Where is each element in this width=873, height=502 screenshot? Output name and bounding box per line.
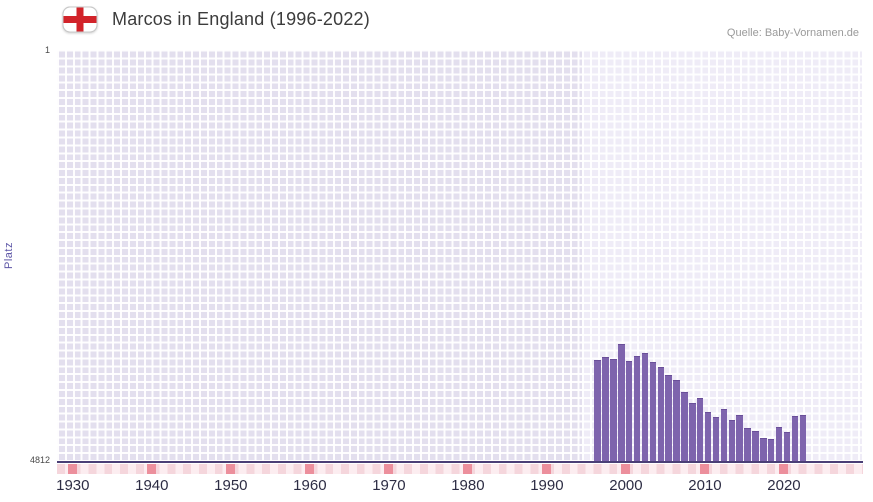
bar-2007[interactable] — [681, 392, 688, 462]
england-flag-icon — [62, 6, 98, 33]
page-title: Marcos in England (1996-2022) — [112, 9, 370, 29]
decade-marker-1950 — [226, 464, 236, 474]
bar-2002[interactable] — [641, 353, 649, 462]
axis-strip — [57, 464, 863, 474]
bar-2003[interactable] — [649, 362, 657, 462]
decade-marker-1930 — [68, 464, 78, 474]
x-tick-label-1990: 1990 — [530, 477, 564, 494]
bar-2005[interactable] — [665, 375, 672, 462]
bar-2009[interactable] — [696, 398, 704, 462]
bar-2011[interactable] — [712, 417, 720, 462]
x-tick-label-1950: 1950 — [214, 477, 248, 494]
bar-1998[interactable] — [610, 358, 617, 462]
bar-2020[interactable] — [783, 431, 791, 462]
x-tick-label-1980: 1980 — [451, 477, 485, 494]
decade-marker-1990 — [542, 464, 552, 474]
y-axis-top-label: 1 — [44, 45, 50, 55]
x-axis-labels: 1930 1940 1950 1960 1970 1980 1990 2000 2010 2020 — [56, 477, 863, 497]
x-axis-line — [57, 461, 863, 463]
bar-2019[interactable] — [775, 427, 783, 462]
bar-2012[interactable] — [720, 409, 728, 462]
bar-2008[interactable] — [689, 402, 696, 462]
bar-2014[interactable] — [736, 415, 743, 462]
x-tick-label-2020: 2020 — [767, 477, 801, 494]
bar-2016[interactable] — [752, 430, 759, 462]
x-tick-label-2000: 2000 — [609, 477, 643, 494]
y-axis-title: Platz — [3, 242, 15, 270]
x-tick-label-1960: 1960 — [293, 477, 327, 494]
bar-2022[interactable] — [799, 414, 807, 462]
decade-marker-1940 — [147, 464, 157, 474]
bar-2018[interactable] — [767, 439, 775, 462]
x-tick-label-2010: 2010 — [688, 477, 722, 494]
plot-area — [57, 50, 862, 462]
bar-2000[interactable] — [625, 361, 633, 462]
decade-marker-1960 — [305, 464, 315, 474]
x-tick-label-1970: 1970 — [372, 477, 406, 494]
bar-1996[interactable] — [594, 359, 601, 462]
bar-1997[interactable] — [602, 357, 609, 462]
bar-2006[interactable] — [673, 380, 680, 462]
bar-2010[interactable] — [704, 412, 712, 462]
bar-2001[interactable] — [633, 355, 641, 462]
source-label: Quelle: Baby-Vornamen.de — [726, 27, 859, 39]
bar-2017[interactable] — [760, 437, 767, 462]
bar-2013[interactable] — [728, 419, 736, 462]
bar-2004[interactable] — [657, 367, 664, 462]
decade-marker-1980 — [463, 464, 473, 474]
y-axis-bottom-label: 4812 — [29, 455, 50, 465]
x-tick-label-1930: 1930 — [56, 477, 90, 494]
decade-marker-2020 — [779, 464, 789, 474]
x-tick-label-1940: 1940 — [135, 477, 169, 494]
decade-marker-2010 — [700, 464, 710, 474]
decade-marker-2000 — [621, 464, 631, 474]
decade-marker-1970 — [384, 464, 394, 474]
header: Marcos in England (1996-2022) — [62, 6, 370, 33]
bar-2015[interactable] — [744, 428, 751, 462]
bar-2021[interactable] — [791, 416, 799, 462]
bar-1999[interactable] — [618, 343, 625, 462]
